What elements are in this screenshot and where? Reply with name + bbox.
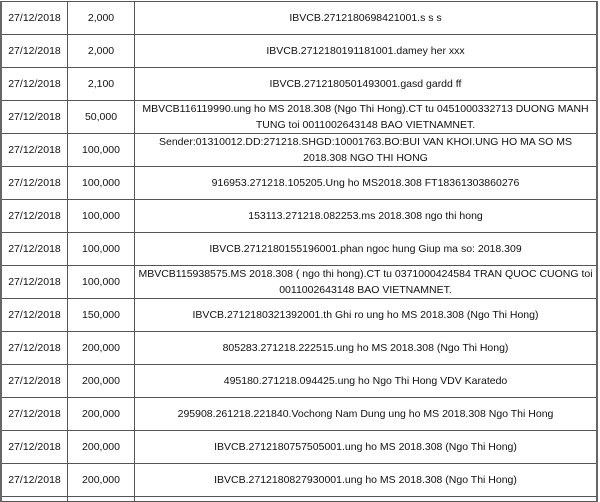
amount-cell: 200,000 (67, 397, 135, 431)
table-row: 27/12/2018 100,000 MBVCB115938575.MS 2018.… (0, 265, 598, 299)
date-cell: 27/12/2018 (0, 133, 68, 167)
date-cell: 27/12/2018 (0, 67, 68, 101)
table-row: 27/12/2018 50,000 MBVCB116119990.ung ho MS… (0, 100, 598, 134)
amount-cell: 50,000 (67, 100, 135, 134)
description-cell: 916953.271218.105205.Ung ho MS2018.308 F… (134, 166, 598, 200)
table-row: 27/12/2018 2,000 IBVCB.2712180191181001.da… (0, 34, 598, 68)
date-cell: 27/12/2018 (0, 34, 68, 68)
table-row: 27/12/2018 100,000 916953.271218.105205.Un… (0, 166, 598, 200)
date-cell: 27/12/2018 (0, 1, 68, 35)
date-cell: 27/12/2018 (0, 166, 68, 200)
table-row-partial (0, 496, 598, 502)
description-cell: MBVCB116119990.ung ho MS 2018.308 (Ngo T… (134, 100, 598, 134)
description-cell: MBVCB115938575.MS 2018.308 ( ngo thi hon… (134, 265, 598, 299)
date-cell: 27/12/2018 (0, 331, 68, 365)
table-row: 27/12/2018 200,000 IBVCB.2712180757505001.… (0, 430, 598, 464)
description-cell: 295908.261218.221840.Vochong Nam Dung un… (134, 397, 598, 431)
empty-cell (67, 496, 135, 502)
description-cell: IBVCB.2712180827930001.ung ho MS 2018.30… (134, 463, 598, 497)
amount-cell: 2,000 (67, 34, 135, 68)
date-cell: 27/12/2018 (0, 364, 68, 398)
table-row: 27/12/2018 2,000 IBVCB.2712180698421001.s … (0, 1, 598, 35)
description-cell: IBVCB.2712180321392001.th Ghi ro ung ho … (134, 298, 598, 332)
date-cell: 27/12/2018 (0, 199, 68, 233)
table-row: 27/12/2018 150,000 IBVCB.2712180321392001.… (0, 298, 598, 332)
description-cell: IBVCB.2712180501493001.gasd gardd ff (134, 67, 598, 101)
amount-cell: 100,000 (67, 166, 135, 200)
table-row: 27/12/2018 200,000 295908.261218.221840.Vo… (0, 397, 598, 431)
amount-cell: 150,000 (67, 298, 135, 332)
date-cell: 27/12/2018 (0, 298, 68, 332)
description-cell: 495180.271218.094425.ung ho Ngo Thi Hong… (134, 364, 598, 398)
amount-cell: 2,100 (67, 67, 135, 101)
amount-cell: 100,000 (67, 133, 135, 167)
date-cell: 27/12/2018 (0, 232, 68, 266)
description-cell: IBVCB.2712180757505001.ung ho MS 2018.30… (134, 430, 598, 464)
description-cell: Sender:01310012.DD:271218.SHGD:10001763.… (134, 133, 598, 167)
description-cell: IBVCB.2712180155196001.phan ngoc hung Gi… (134, 232, 598, 266)
amount-cell: 200,000 (67, 331, 135, 365)
empty-cell (0, 496, 68, 502)
date-cell: 27/12/2018 (0, 463, 68, 497)
table-row: 27/12/2018 100,000 Sender:01310012.DD:2712… (0, 133, 598, 167)
date-cell: 27/12/2018 (0, 100, 68, 134)
amount-cell: 100,000 (67, 199, 135, 233)
description-cell: 805283.271218.222515.ung ho MS 2018.308 … (134, 331, 598, 365)
amount-cell: 200,000 (67, 463, 135, 497)
table-row: 27/12/2018 200,000 495180.271218.094425.un… (0, 364, 598, 398)
description-cell: IBVCB.2712180191181001.damey her xxx (134, 34, 598, 68)
amount-cell: 200,000 (67, 430, 135, 464)
description-cell: 153113.271218.082253.ms 2018.308 ngo thi… (134, 199, 598, 233)
table-row: 27/12/2018 2,100 IBVCB.2712180501493001.ga… (0, 67, 598, 101)
date-cell: 27/12/2018 (0, 430, 68, 464)
table-row: 27/12/2018 100,000 IBVCB.2712180155196001.… (0, 232, 598, 266)
date-cell: 27/12/2018 (0, 265, 68, 299)
date-cell: 27/12/2018 (0, 397, 68, 431)
amount-cell: 100,000 (67, 265, 135, 299)
table-row: 27/12/2018 200,000 805283.271218.222515.un… (0, 331, 598, 365)
description-cell: IBVCB.2712180698421001.s s s (134, 1, 598, 35)
table-row: 27/12/2018 100,000 153113.271218.082253.ms… (0, 199, 598, 233)
empty-cell (134, 496, 598, 502)
amount-cell: 200,000 (67, 364, 135, 398)
table-row: 27/12/2018 200,000 IBVCB.2712180827930001.… (0, 463, 598, 497)
amount-cell: 2,000 (67, 1, 135, 35)
amount-cell: 100,000 (67, 232, 135, 266)
